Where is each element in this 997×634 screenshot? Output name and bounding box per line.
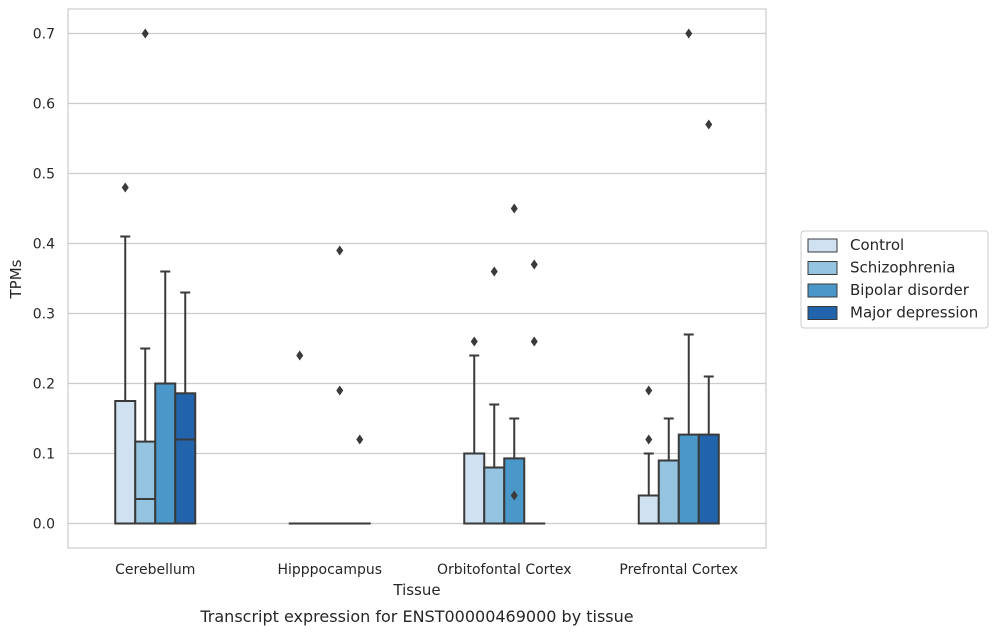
legend-label: Major depression xyxy=(850,304,978,322)
box xyxy=(657,459,680,525)
y-tick-label: 0.5 xyxy=(33,167,55,183)
outlier-point xyxy=(470,336,478,347)
box xyxy=(134,440,157,525)
outlier-point xyxy=(336,245,344,256)
legend-swatch xyxy=(807,261,838,275)
outlier-point xyxy=(141,28,149,39)
y-tick-label: 0.2 xyxy=(33,377,55,393)
x-tick-label: Prefrontal Cortex xyxy=(619,562,738,578)
outlier-point xyxy=(356,434,364,445)
x-tick-label: Hipppocampus xyxy=(277,562,382,578)
y-axis-ticks: 0.0 0.1 0.2 0.3 0.4 0.5 0.6 0.7 xyxy=(33,27,55,533)
box xyxy=(483,466,506,525)
x-axis-ticks: Cerebellum Hipppocampus Orbitofontal Corte… xyxy=(115,562,738,578)
outlier-point xyxy=(685,28,693,39)
outlier-point xyxy=(336,385,344,396)
x-tick-label: Orbitofontal Cortex xyxy=(437,562,572,578)
y-tick-label: 0.0 xyxy=(33,517,55,533)
box xyxy=(697,433,720,525)
plot-area xyxy=(67,8,767,549)
legend-label: Control xyxy=(850,236,904,254)
legend: Control Schizophrenia Bipolar disorder Majo… xyxy=(800,230,989,329)
outlier-point xyxy=(645,385,653,396)
y-tick-label: 0.1 xyxy=(33,447,55,463)
legend-frame xyxy=(800,230,989,329)
series-major-depression xyxy=(174,119,720,525)
y-tick-label: 0.7 xyxy=(33,27,55,43)
box-series xyxy=(114,28,720,525)
box xyxy=(677,433,700,525)
box xyxy=(463,452,486,525)
y-tick-label: 0.3 xyxy=(33,307,55,323)
outlier-point xyxy=(490,266,498,277)
outlier-point xyxy=(510,203,518,214)
series-bipolar-disorder xyxy=(154,28,700,525)
x-axis-label: Tissue xyxy=(392,581,440,599)
y-axis-label: TPMs xyxy=(7,259,25,299)
outlier-point xyxy=(705,119,713,130)
legend-swatch xyxy=(807,306,838,320)
outlier-point xyxy=(121,182,129,193)
outlier-point xyxy=(645,434,653,445)
outlier-point xyxy=(530,259,538,270)
legend-label: Schizophrenia xyxy=(850,259,955,277)
chart-caption: Transcript expression for ENST0000046900… xyxy=(199,607,633,626)
y-tick-label: 0.4 xyxy=(33,237,55,253)
outlier-point xyxy=(530,336,538,347)
outlier-point xyxy=(510,490,518,501)
box xyxy=(174,392,197,525)
y-tick-label: 0.6 xyxy=(33,97,55,113)
legend-label: Bipolar disorder xyxy=(850,281,970,299)
box xyxy=(154,382,177,525)
series-schizophrenia xyxy=(134,28,680,525)
box xyxy=(637,494,660,525)
legend-swatch xyxy=(807,283,838,298)
x-tick-label: Cerebellum xyxy=(115,562,195,578)
outlier-point xyxy=(296,350,304,361)
box xyxy=(114,400,137,525)
legend-swatch xyxy=(807,238,838,253)
series-control xyxy=(114,182,660,525)
